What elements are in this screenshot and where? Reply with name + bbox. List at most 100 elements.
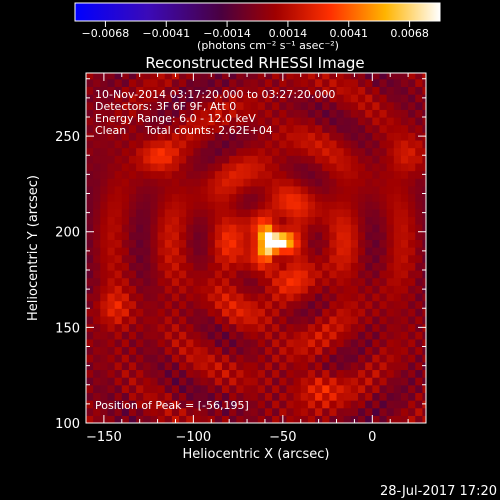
heatmap-cell [121,331,130,340]
heatmap-cell [236,78,245,87]
heatmap-cell [272,262,280,271]
heatmap-cell [336,124,345,133]
heatmap-cell [157,300,166,309]
heatmap-cell [93,162,101,172]
heatmap-cell [229,170,237,179]
heatmap-cell [257,315,266,325]
heatmap-cell [143,94,152,103]
heatmap-cell [100,292,109,302]
heatmap-cell [393,101,402,110]
heatmap-cell [350,277,359,286]
heatmap-cell [186,185,194,195]
heatmap-cell [136,231,144,240]
heatmap-cell [408,216,416,225]
heatmap-cell [415,139,424,149]
heatmap-cell [343,224,352,233]
heatmap-cell [150,285,159,294]
heatmap-cell [272,346,280,355]
heatmap-cell [272,315,280,325]
heatmap-cell [128,262,137,271]
heatmap-cell [179,201,187,210]
heatmap-cell [207,124,216,133]
heatmap-cell [229,155,237,164]
heatmap-cell [250,201,259,210]
heatmap-cell [343,254,352,263]
heatmap-cell [422,201,426,210]
heatmap-cell [193,94,202,103]
heatmap-cell [143,407,152,416]
heatmap-cell [250,308,259,317]
heatmap-cell [193,155,202,164]
heatmap-cell [243,193,252,202]
heatmap-cell [236,400,245,409]
heatmap-cell [114,224,123,233]
heatmap-cell [350,292,359,302]
annotation-method: Clean [95,124,126,137]
heatmap-cell [200,116,209,126]
heatmap-cell [100,392,109,401]
heatmap-cell [257,292,266,302]
colorbar-tick-label: −0.0014 [203,27,251,40]
heatmap-cell [336,132,345,141]
heatmap-cell [128,94,137,103]
heatmap-cell [379,407,388,416]
heatmap-cell [300,162,309,172]
heatmap-cell [315,132,323,141]
heatmap-cell [193,292,202,302]
heatmap-cell [229,338,237,348]
heatmap-cell [315,147,323,156]
heatmap-cell [186,377,194,386]
heatmap-cell [136,208,144,218]
heatmap-cell [393,331,402,340]
heatmap-cell [422,377,426,386]
heatmap-cell [393,369,402,378]
heatmap-cell [293,308,302,317]
heatmap-cell [422,109,426,118]
heatmap-cell [293,323,302,332]
heatmap-cell [150,247,159,256]
heatmap-cell [207,315,216,325]
heatmap-cell [415,269,424,279]
heatmap-cell [236,323,245,332]
heatmap-cell [336,73,345,80]
heatmap-cell [358,346,366,355]
heatmap-cell [257,247,266,256]
heatmap-cell [150,94,159,103]
heatmap-cell [128,361,137,371]
heatmap-cell [186,285,194,294]
heatmap-cell [86,155,94,164]
heatmap-cell [222,193,230,202]
heatmap-cell [236,178,245,187]
heatmap-cell [143,338,152,348]
heatmap-cell [93,73,101,80]
heatmap-cell [343,346,352,355]
heatmap-cell [293,193,302,202]
heatmap-cell [143,292,152,302]
heatmap-cell [243,239,252,248]
heatmap-cell [358,155,366,164]
heatmap-cell [121,94,130,103]
heatmap-cell [243,86,252,95]
heatmap-cell [264,331,273,340]
heatmap-cell [179,124,187,133]
heatmap-cell [329,254,338,263]
heatmap-cell [350,208,359,218]
heatmap-cell [286,308,295,317]
heatmap-cell [222,354,230,363]
heatmap-cell [315,407,323,416]
heatmap-cell [200,124,209,133]
heatmap-cell [229,308,237,317]
heatmap-cell [200,147,209,156]
heatmap-cell [93,224,101,233]
heatmap-cell [93,109,101,118]
heatmap-cell [315,216,323,225]
heatmap-cell [100,308,109,317]
heatmap-cell [408,315,416,325]
heatmap-cell [157,101,166,110]
heatmap-cell [222,185,230,195]
heatmap-cell [143,300,152,309]
heatmap-cell [307,94,316,103]
heatmap-cell [300,277,309,286]
heatmap-cell [408,361,416,371]
heatmap-cell [121,208,130,218]
